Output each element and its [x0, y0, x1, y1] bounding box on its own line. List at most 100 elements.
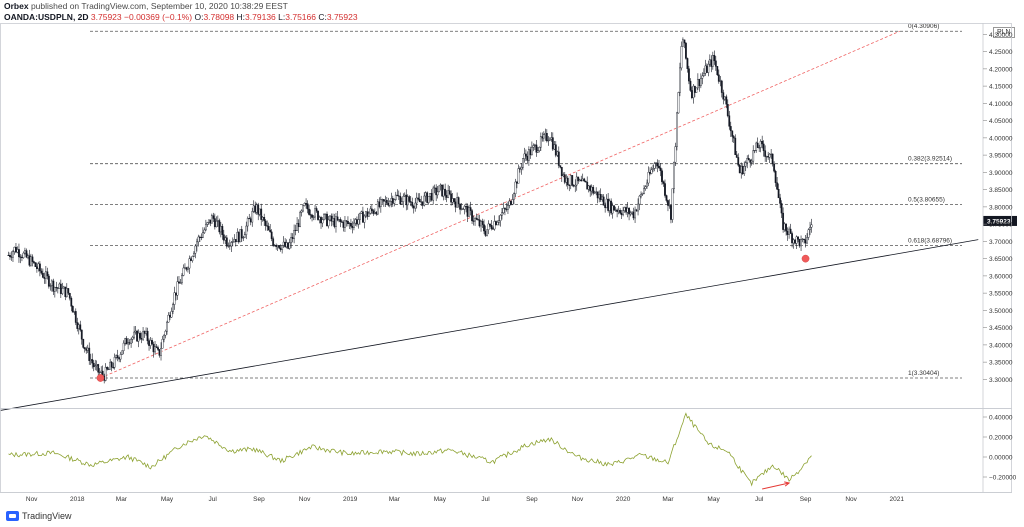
candle-body	[15, 246, 17, 253]
candle-body	[255, 204, 258, 213]
candle-body	[198, 236, 201, 238]
candle-body	[596, 191, 599, 199]
candle-body	[335, 216, 337, 227]
candle-body	[644, 186, 647, 189]
candle-body	[737, 157, 740, 166]
candle-body	[638, 195, 641, 205]
time-tick-label: Nov	[845, 496, 857, 503]
candle-body	[160, 348, 162, 356]
candle-body	[610, 200, 613, 214]
candle-body	[12, 251, 14, 258]
candle-body	[215, 220, 218, 228]
candle-body	[394, 194, 397, 200]
time-tick-label: May	[161, 496, 174, 503]
high-value: 3.79136	[245, 12, 276, 22]
candle-body	[384, 200, 387, 202]
candle-body	[348, 223, 351, 225]
candle-body	[490, 225, 493, 229]
candle-body	[390, 198, 393, 202]
candle-body	[139, 332, 141, 339]
candle-body	[47, 275, 50, 287]
candle-body	[746, 158, 749, 163]
candle-body	[263, 217, 266, 222]
candle-body	[92, 362, 95, 368]
publish-info: published on TradingView.com, September …	[30, 1, 288, 11]
candle-body	[267, 226, 270, 231]
price-tick-label: 3.40000	[989, 342, 1013, 349]
candle-body	[471, 210, 473, 222]
candle-body	[55, 287, 58, 289]
candle-body	[184, 267, 186, 269]
candle-body	[589, 185, 592, 192]
candle-body	[614, 209, 617, 211]
author-name[interactable]: Orbex	[4, 1, 29, 11]
candle-body	[617, 210, 620, 212]
candle-body	[566, 177, 569, 186]
candle-body	[95, 364, 98, 366]
candle-body	[547, 140, 550, 142]
candle-body	[44, 271, 47, 279]
candle-body	[363, 215, 366, 223]
candle-body	[56, 287, 59, 289]
candle-body	[200, 237, 203, 239]
candle-body	[391, 198, 394, 204]
candle-body	[388, 201, 391, 206]
candle-body	[489, 223, 491, 226]
candle-body	[747, 158, 750, 161]
currency-label[interactable]: PLN	[993, 27, 1015, 38]
candle-body	[662, 181, 665, 184]
candle-body	[667, 200, 669, 206]
candle-body	[495, 221, 497, 226]
candle-body	[40, 270, 43, 274]
candle-body	[373, 212, 376, 214]
axes: 3.30000 3.35000 3.40000 3.45000 3.50000 3.550…	[0, 23, 1017, 503]
candle-body	[779, 197, 782, 204]
time-tick-label: 2018	[70, 496, 85, 503]
candle-body	[698, 79, 701, 87]
candle-body	[10, 256, 13, 258]
candle-body	[64, 286, 67, 297]
candle-body	[768, 153, 771, 158]
candle-body	[294, 229, 297, 231]
candle-body	[788, 228, 790, 235]
candle-body	[426, 192, 429, 203]
symbol-label[interactable]: OANDA:USDPLN, 2D	[4, 12, 89, 22]
candle-body	[119, 354, 122, 360]
candle-body	[514, 181, 517, 195]
candle-body	[520, 167, 523, 170]
candle-body	[41, 272, 44, 278]
candle-body	[53, 287, 56, 292]
price-tick-label: 3.85000	[989, 187, 1013, 194]
price-tick-label: 3.70000	[989, 239, 1013, 246]
candle-body	[68, 293, 71, 299]
candle-body	[674, 146, 677, 163]
candle-body	[519, 168, 521, 170]
candle-body	[406, 196, 409, 206]
candle-body	[637, 203, 639, 212]
candle-body	[264, 220, 267, 226]
candle-body	[77, 324, 80, 329]
candle-body	[682, 39, 684, 47]
candle-body	[332, 218, 334, 222]
candle-body	[441, 184, 444, 197]
oscillator-pane-frame	[0, 408, 1012, 493]
candle-body	[696, 79, 699, 89]
candle-body	[483, 224, 485, 232]
candle-body	[560, 166, 563, 177]
candle-body	[632, 211, 635, 219]
candle-body	[342, 221, 345, 228]
candle-body	[376, 201, 379, 215]
candle-body	[480, 221, 482, 227]
candle-body	[590, 186, 593, 192]
candle-body	[690, 90, 693, 99]
candle-body	[240, 229, 243, 239]
tradingview-footer[interactable]: TradingView	[6, 511, 72, 521]
candle-body	[498, 220, 500, 223]
candle-body	[689, 80, 692, 91]
candle-body	[791, 233, 793, 244]
candle-body	[447, 190, 450, 198]
candle-body	[175, 292, 177, 296]
candle-body	[671, 188, 674, 220]
candle-body	[463, 206, 466, 210]
